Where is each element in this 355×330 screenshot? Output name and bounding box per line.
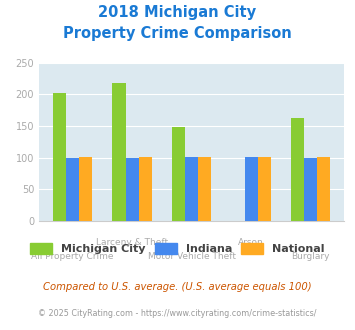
Text: 2018 Michigan City: 2018 Michigan City [98,5,257,20]
Bar [291,118,304,221]
Bar [172,127,185,221]
Bar [79,157,92,221]
Text: Motor Vehicle Theft: Motor Vehicle Theft [148,252,236,261]
Bar [185,157,198,221]
Text: Compared to U.S. average. (U.S. average equals 100): Compared to U.S. average. (U.S. average … [43,282,312,292]
Text: Burglary: Burglary [291,252,330,261]
Bar [113,83,126,221]
Bar [66,158,79,221]
Bar [317,157,331,221]
Text: All Property Crime: All Property Crime [31,252,114,261]
Text: © 2025 CityRating.com - https://www.cityrating.com/crime-statistics/: © 2025 CityRating.com - https://www.city… [38,309,317,317]
Legend: Michigan City, Indiana, National: Michigan City, Indiana, National [26,238,329,258]
Text: Arson: Arson [239,238,264,247]
Text: Property Crime Comparison: Property Crime Comparison [63,26,292,41]
Text: Larceny & Theft: Larceny & Theft [96,238,168,247]
Bar [126,158,139,221]
Bar [245,157,258,221]
Bar [304,158,317,221]
Bar [198,157,211,221]
Bar [139,157,152,221]
Bar [53,93,66,221]
Bar [258,157,271,221]
